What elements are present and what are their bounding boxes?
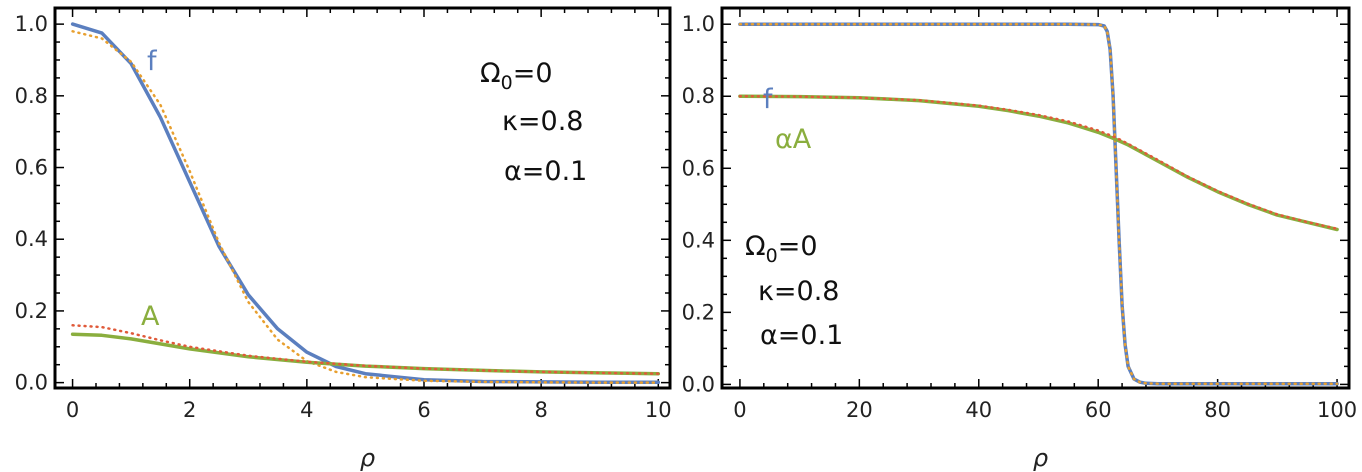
right-panel: 0 20 40 60 80 100 0.0 0.2 0.4 0.6 0.8 1.0 ρ fαA Ω0=0 κ=… [682,6,1357,472]
y-tick-label: 0.2 [15,299,48,323]
series-line-dotted [738,94,1339,231]
series-label: A [141,301,160,332]
y-tick-label: 1.0 [682,12,715,36]
series-label: f [763,84,774,115]
series-label: αA [775,124,812,155]
y-tick-label: 0.4 [682,228,715,252]
x-tick-label: 40 [965,398,992,422]
y-tick-label: 0.6 [15,156,48,180]
x-tick-label: 6 [417,398,430,422]
y-tick-label: 0.2 [682,300,715,324]
y-tick-label: 0.0 [15,371,48,395]
x-tick-label: 0 [733,398,746,422]
alpha-annotation: α=0.1 [760,320,843,351]
x-tick-label: 2 [183,398,196,422]
plot-frame [53,6,672,390]
y-tick-label: 0.0 [682,372,715,396]
x-tick-label: 0 [66,398,79,422]
x-tick-label: 20 [846,398,873,422]
alpha-annotation: α=0.1 [504,156,587,187]
y-tick-label: 0.6 [682,156,715,180]
series-line [738,22,1339,386]
series-line [70,332,661,376]
x-axis-label: ρ [360,444,375,472]
y-tick-label: 0.8 [15,84,48,108]
kappa-annotation: κ=0.8 [502,106,583,137]
x-tick-label: 4 [300,398,313,422]
omega-annotation: Ω0=0 [745,231,818,267]
series-line-dotted [71,30,660,384]
series-label: f [147,46,158,77]
x-tick-label: 10 [645,398,672,422]
left-panel: 0 2 4 6 8 10 0.0 0.2 0.4 0.6 0.8 1.0 ρ f A Ω0=0 κ=0.8 α=0… [15,6,672,472]
x-tick-label: 60 [1085,398,1112,422]
y-tick-label: 1.0 [15,12,48,36]
series-line-dotted [71,324,660,375]
series-line [70,22,661,385]
plot-frame [720,6,1351,390]
omega-annotation: Ω0=0 [480,58,553,94]
y-tick-label: 0.4 [15,227,48,251]
kappa-annotation: κ=0.8 [758,276,839,307]
y-tick-label: 0.8 [682,84,715,108]
x-tick-label: 8 [534,398,547,422]
x-axis-label: ρ [1033,444,1048,472]
x-tick-label: 80 [1204,398,1231,422]
x-tick-label: 100 [1317,398,1357,422]
